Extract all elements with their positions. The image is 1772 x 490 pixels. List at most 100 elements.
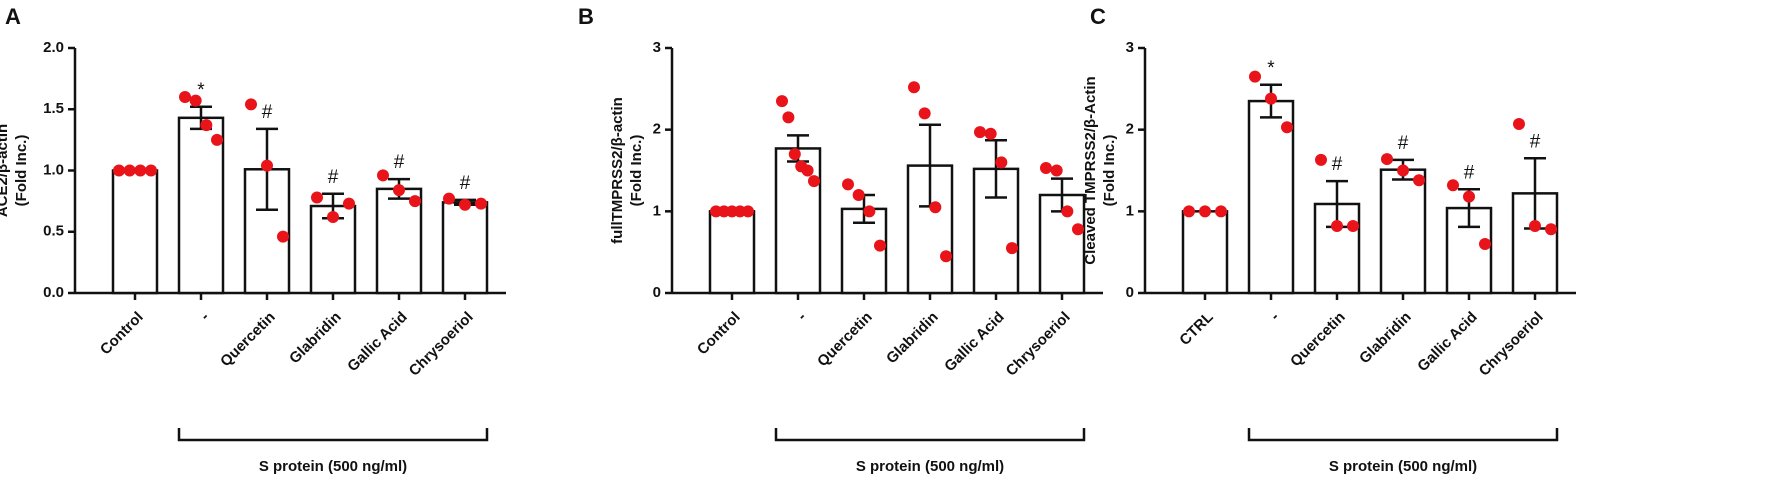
data-point xyxy=(1331,220,1343,233)
significance-marker: # xyxy=(1398,133,1409,154)
data-point xyxy=(1463,190,1475,203)
bar xyxy=(111,169,159,295)
y-axis-title: Cleaved TMPRSS2/β-Actin xyxy=(1082,76,1099,264)
significance-marker: * xyxy=(1267,58,1275,79)
data-point xyxy=(1265,92,1277,105)
bracket xyxy=(774,428,1086,442)
x-tick-label: Gallic Acid xyxy=(1414,309,1480,375)
data-point xyxy=(1545,223,1557,236)
data-point xyxy=(1479,238,1491,250)
panel-label: A xyxy=(5,4,21,29)
panel-label: C xyxy=(1090,4,1106,29)
data-point xyxy=(1347,220,1359,233)
data-point xyxy=(1529,220,1541,233)
significance-marker: # xyxy=(1464,162,1475,183)
significance-marker: * xyxy=(197,80,205,101)
y-tick-label: 1 xyxy=(653,202,661,219)
x-tick-label: Glabridin xyxy=(1356,309,1415,368)
bar xyxy=(1247,99,1295,295)
y-tick-label: 2 xyxy=(653,121,661,138)
data-point xyxy=(113,164,125,177)
data-point xyxy=(1061,205,1074,218)
x-tick-label: Chrysoeriol xyxy=(1003,309,1074,380)
data-point xyxy=(1249,70,1261,83)
x-tick-label: Quercetin xyxy=(814,309,876,371)
data-point xyxy=(1072,223,1084,236)
y-tick-label: 1.0 xyxy=(43,161,64,178)
data-point xyxy=(1413,174,1425,187)
x-tick-label: Gallic Acid xyxy=(344,309,410,375)
data-point xyxy=(1006,242,1018,255)
bracket-label: S protein (500 ng/ml) xyxy=(856,458,1004,475)
x-tick-label: - xyxy=(197,309,213,325)
significance-marker: # xyxy=(394,152,405,173)
y-tick-label: 0 xyxy=(1126,284,1134,301)
data-point xyxy=(1315,153,1327,166)
x-tick-label: Control xyxy=(694,309,744,359)
data-point xyxy=(776,95,788,108)
data-point xyxy=(842,178,854,191)
bracket xyxy=(177,428,489,442)
x-tick-label: Quercetin xyxy=(1287,309,1349,371)
bracket-label: S protein (500 ng/ml) xyxy=(1329,458,1477,475)
data-point xyxy=(808,175,820,188)
x-tick-label: Gallic Acid xyxy=(941,309,1007,375)
y-axis-title: (Fold Inc.) xyxy=(13,135,30,207)
data-point xyxy=(189,94,202,107)
data-point xyxy=(459,198,471,211)
data-point xyxy=(984,127,997,140)
data-point xyxy=(1447,179,1459,192)
y-tick-label: 2 xyxy=(1126,121,1134,138)
y-tick-label: 0.5 xyxy=(43,223,64,240)
x-tick-label: - xyxy=(794,309,810,325)
data-point xyxy=(908,81,920,94)
y-tick-label: 0 xyxy=(653,284,661,301)
data-point xyxy=(1513,117,1525,130)
data-point xyxy=(863,205,876,218)
data-point xyxy=(788,148,801,161)
data-point xyxy=(409,195,421,208)
data-point xyxy=(261,159,273,172)
data-point xyxy=(1040,162,1052,175)
data-point xyxy=(211,133,223,146)
x-tick-label: CTRL xyxy=(1176,309,1216,349)
bracket xyxy=(1247,428,1559,442)
bar xyxy=(177,116,225,295)
significance-marker: # xyxy=(328,167,339,188)
data-point xyxy=(742,205,754,218)
x-tick-label: Chrysoeriol xyxy=(1476,309,1547,380)
data-point xyxy=(918,107,931,120)
data-point xyxy=(311,191,323,204)
y-tick-label: 0.0 xyxy=(43,284,64,301)
data-point xyxy=(1397,164,1409,177)
y-tick-label: 3 xyxy=(1126,39,1134,56)
data-point xyxy=(134,164,147,177)
y-tick-label: 2.0 xyxy=(43,39,64,56)
bar xyxy=(1379,168,1427,295)
panel-label: B xyxy=(578,4,594,29)
significance-marker: # xyxy=(1332,154,1343,175)
y-tick-label: 3 xyxy=(653,39,661,56)
bar xyxy=(708,210,756,295)
data-point xyxy=(377,169,389,182)
data-point xyxy=(974,126,986,139)
x-tick-label: Control xyxy=(97,309,147,359)
data-point xyxy=(327,211,339,224)
data-point xyxy=(393,184,405,197)
significance-marker: # xyxy=(262,102,273,123)
y-axis-title: fullTMPRSS2/β-actin xyxy=(609,97,626,244)
data-point xyxy=(1381,153,1393,166)
x-tick-label: Glabridin xyxy=(883,309,942,368)
data-point xyxy=(1281,121,1293,134)
data-point xyxy=(782,111,795,124)
data-point xyxy=(852,189,865,201)
data-point xyxy=(1183,205,1195,218)
x-tick-label: Quercetin xyxy=(217,309,279,371)
x-tick-label: Glabridin xyxy=(286,309,345,368)
x-tick-label: Chrysoeriol xyxy=(406,309,477,380)
data-point xyxy=(443,192,455,205)
significance-marker: # xyxy=(460,173,471,194)
data-point xyxy=(343,197,355,210)
y-tick-label: 1 xyxy=(1126,202,1134,219)
